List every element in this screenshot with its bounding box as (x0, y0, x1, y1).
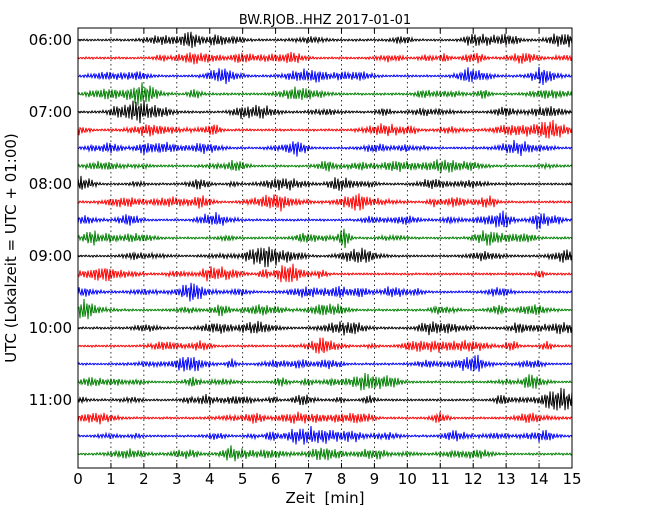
trace-line (77, 66, 573, 86)
trace-line (77, 175, 573, 191)
x-tick-label: 2 (139, 470, 149, 488)
x-tick-label: 5 (238, 470, 248, 488)
grid-group (110, 28, 540, 468)
x-tick-label: 12 (464, 470, 483, 488)
x-tick-label: 1 (106, 470, 116, 488)
trace-line (77, 387, 573, 411)
x-tick-label: 11 (431, 470, 450, 488)
y-tick-label: 07:00 (29, 103, 72, 121)
trace-line (77, 51, 573, 65)
trace-line (77, 228, 573, 249)
x-tick-label: 6 (271, 470, 281, 488)
trace-line (77, 210, 573, 230)
y-tick-label: 08:00 (29, 175, 72, 193)
trace-line (77, 282, 573, 302)
trace-line (77, 159, 573, 173)
y-tick-label: 09:00 (29, 247, 72, 265)
trace-line (77, 100, 573, 124)
y-tick-label: 11:00 (29, 391, 72, 409)
x-tick-label: 15 (562, 470, 581, 488)
trace-line (77, 246, 573, 268)
trace-line (77, 425, 573, 445)
x-tick-label: 14 (530, 470, 549, 488)
trace-line (77, 445, 573, 462)
trace-line (77, 337, 573, 354)
trace-line (77, 411, 573, 425)
x-tick-label: 13 (497, 470, 516, 488)
x-axis-label: Zeit [min] (285, 489, 364, 507)
trace-line (77, 354, 573, 372)
y-axis-label: UTC (Lokalzeit = UTC + 01:00) (2, 133, 20, 363)
x-tick-label: 4 (205, 470, 215, 488)
x-tick-label: 0 (73, 470, 83, 488)
trace-line (77, 31, 573, 49)
trace-line (77, 139, 573, 157)
y-tick-label: 10:00 (29, 319, 72, 337)
x-tick-label: 8 (337, 470, 347, 488)
trace-line (77, 320, 573, 336)
traces-group (77, 31, 573, 462)
trace-line (77, 82, 573, 106)
y-tick-label: 06:00 (29, 31, 72, 49)
trace-line (77, 372, 573, 391)
y-ticks-group: 06:00 07:00 08:00 09:00 10:00 11:00 (29, 31, 572, 409)
trace-line (77, 263, 573, 283)
trace-line (77, 119, 573, 139)
plot-frame (77, 27, 573, 469)
x-tick-label: 7 (304, 470, 314, 488)
x-tick-label: 10 (398, 470, 417, 488)
x-tick-label: 3 (172, 470, 182, 488)
x-tick-label: 9 (370, 470, 380, 488)
chart-title: BW.RJOB..HHZ 2017-01-01 (239, 13, 411, 28)
trace-line (77, 298, 573, 320)
x-ticks-group: 0 1 2 3 4 5 6 7 8 9 10 11 12 13 14 15 (73, 28, 582, 488)
trace-line (77, 193, 573, 212)
